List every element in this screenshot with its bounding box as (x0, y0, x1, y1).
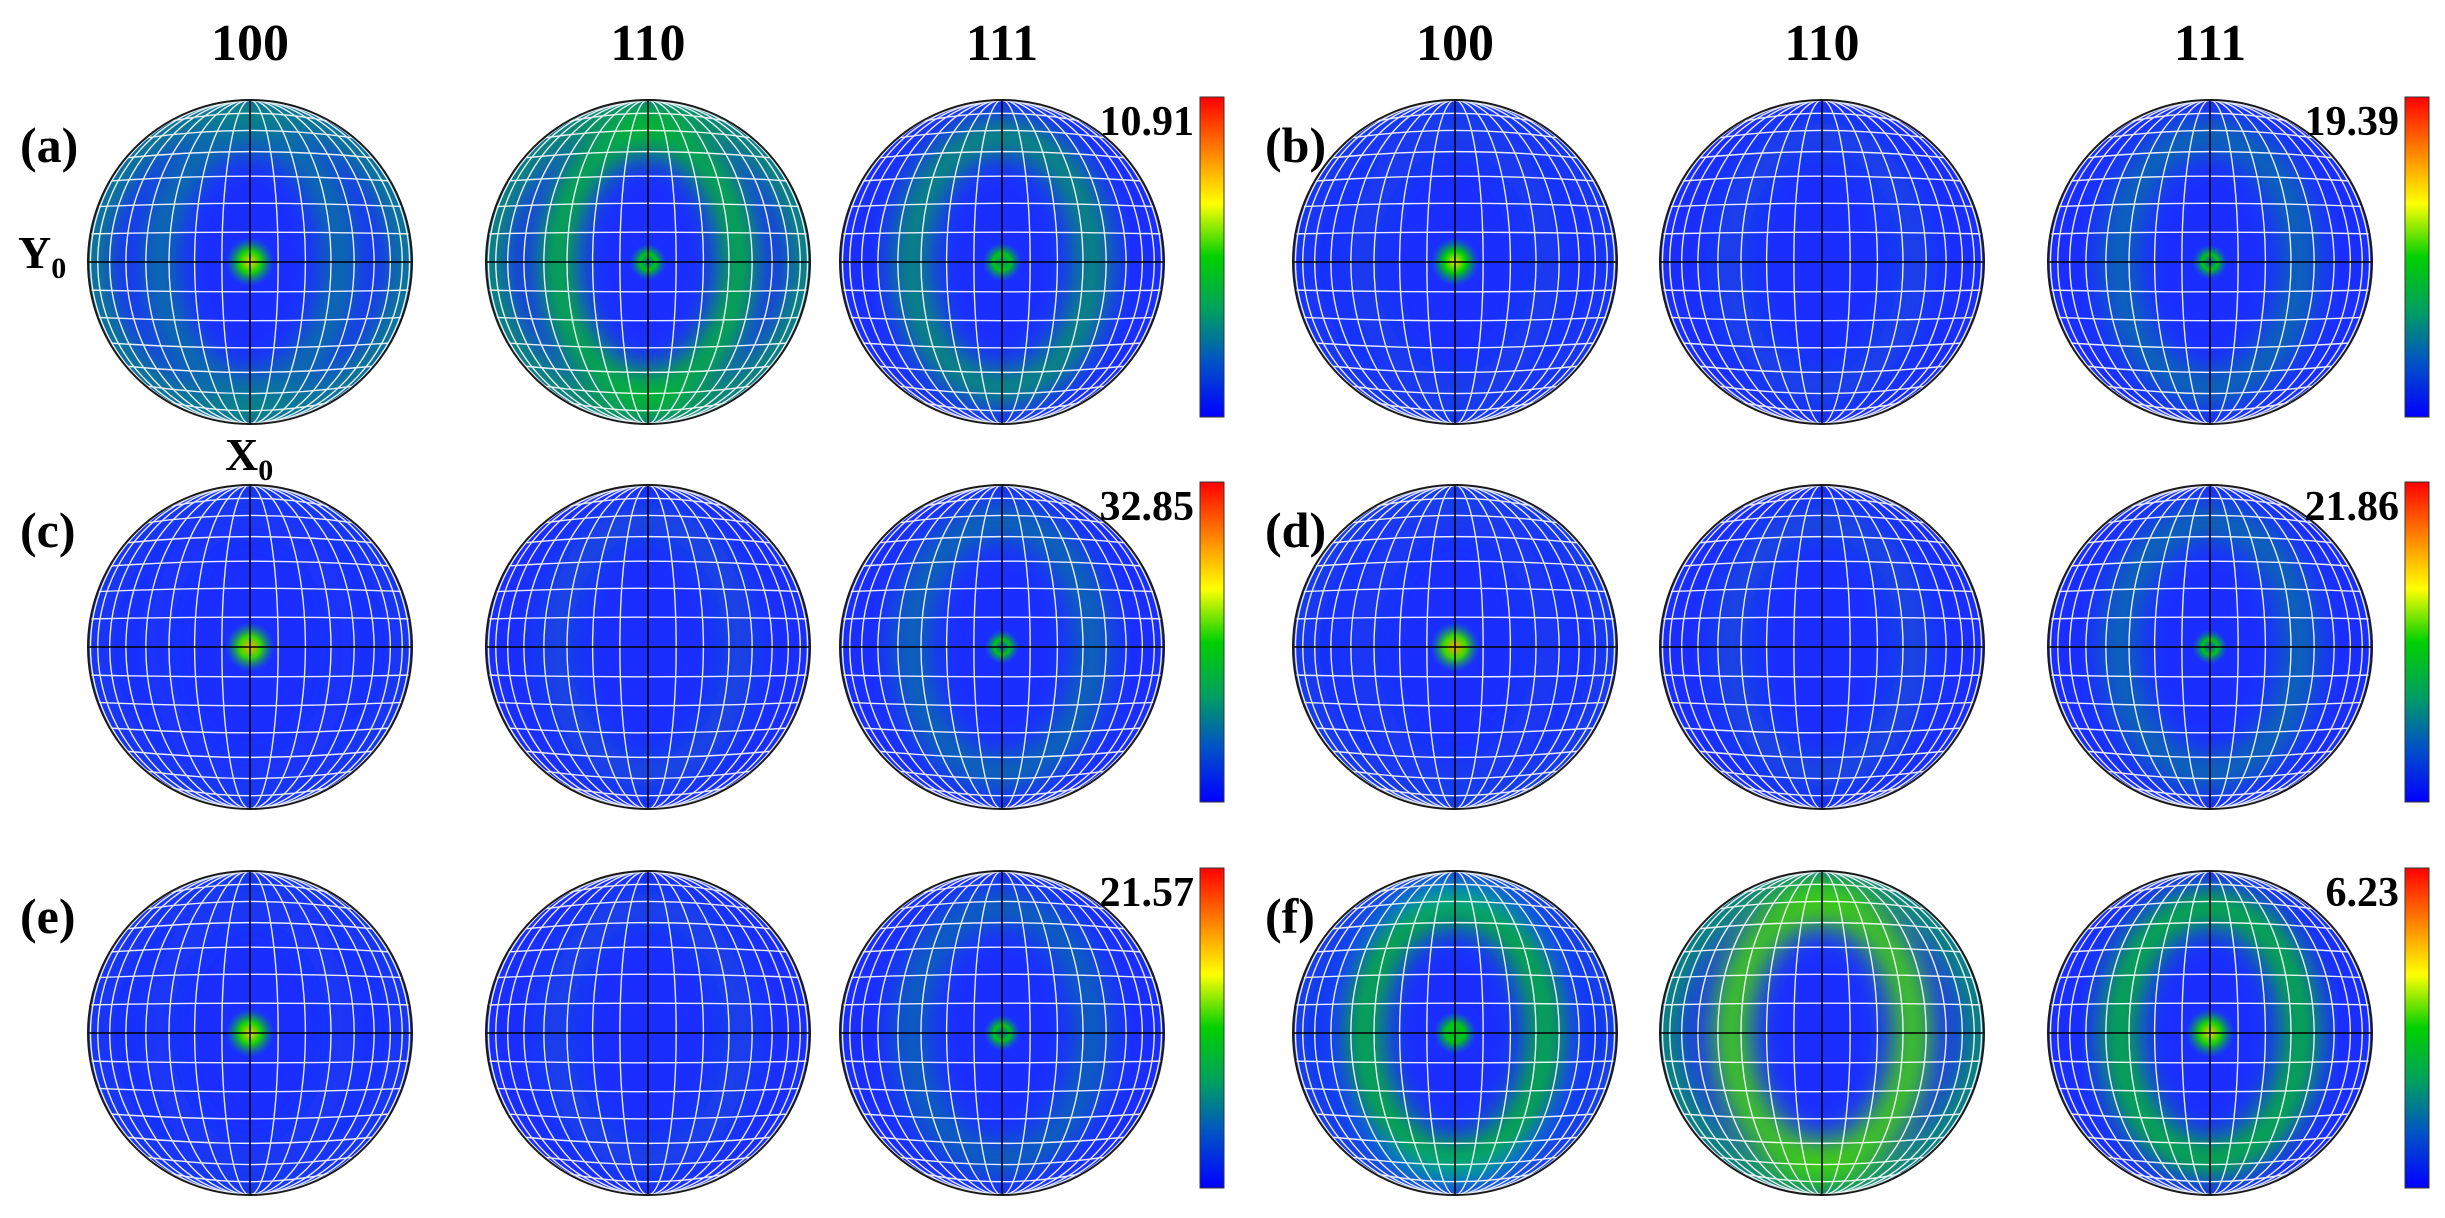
pole-figure-100 (87, 484, 413, 810)
pole-figure-110 (485, 484, 811, 810)
colorbar (2404, 867, 2430, 1189)
panel-label: (e) (20, 888, 76, 944)
colorbar-max-value: 6.23 (2326, 870, 2400, 916)
pole-figure-110 (1659, 484, 1985, 810)
panel-b: (b) 19.39 (1265, 96, 2430, 425)
header-110-right: 110 (1784, 15, 1859, 72)
pole-figure-110 (485, 870, 811, 1196)
header-111-right: 111 (2174, 15, 2246, 72)
colorbar (1199, 96, 1225, 418)
pole-figure-100 (87, 99, 413, 425)
pole-figure-111 (2047, 484, 2373, 810)
header-111-left: 111 (966, 15, 1038, 72)
pole-figure-111 (839, 484, 1165, 810)
colorbar-max-value: 21.57 (1100, 870, 1195, 916)
panel-label: (c) (20, 502, 76, 558)
colorbar-max-value: 32.85 (1100, 484, 1195, 530)
pole-figure-110 (1659, 99, 1985, 425)
panel-label: (b) (1265, 117, 1326, 173)
header-100-left: 100 (211, 15, 289, 72)
header-110-left: 110 (610, 15, 685, 72)
pole-figure-111 (2047, 99, 2373, 425)
axis-labels: Y0 X0 (18, 227, 273, 487)
column-headers: 100 110 111 100 110 111 (211, 15, 2246, 72)
panel-d: (d) 21.86 (1265, 481, 2430, 810)
panels: (a) 10.91 (b) 19.39 (c) 32.85 (d) 21.86 (e) 21.57… (20, 96, 2430, 1196)
panel-c: (c) 32.85 (20, 481, 1225, 810)
panel-f: (f) 6.23 (1265, 867, 2430, 1196)
y-axis-label: Y0 (18, 227, 66, 285)
colorbar (1199, 481, 1225, 803)
pole-figure-100 (1292, 484, 1618, 810)
colorbar-max-value: 21.86 (2305, 484, 2400, 530)
pole-figure-111 (2047, 870, 2373, 1196)
panel-a: (a) 10.91 (20, 96, 1225, 425)
pole-figure-100 (1292, 99, 1618, 425)
pole-figure-111 (839, 99, 1165, 425)
pole-figure-110 (485, 99, 811, 425)
panel-label: (a) (20, 117, 78, 173)
pole-figure-100 (1292, 870, 1618, 1196)
pole-figure-111 (839, 870, 1165, 1196)
colorbar (1199, 867, 1225, 1189)
panel-label: (d) (1265, 502, 1326, 558)
header-100-right: 100 (1416, 15, 1494, 72)
colorbar (2404, 481, 2430, 803)
colorbar-max-value: 19.39 (2305, 99, 2400, 145)
pole-figure-100 (87, 870, 413, 1196)
colorbar (2404, 96, 2430, 418)
panel-label: (f) (1265, 888, 1315, 944)
x-axis-label: X0 (225, 429, 273, 487)
panel-e: (e) 21.57 (20, 867, 1225, 1196)
pole-figure-110 (1659, 870, 1985, 1196)
colorbar-max-value: 10.91 (1100, 99, 1195, 145)
